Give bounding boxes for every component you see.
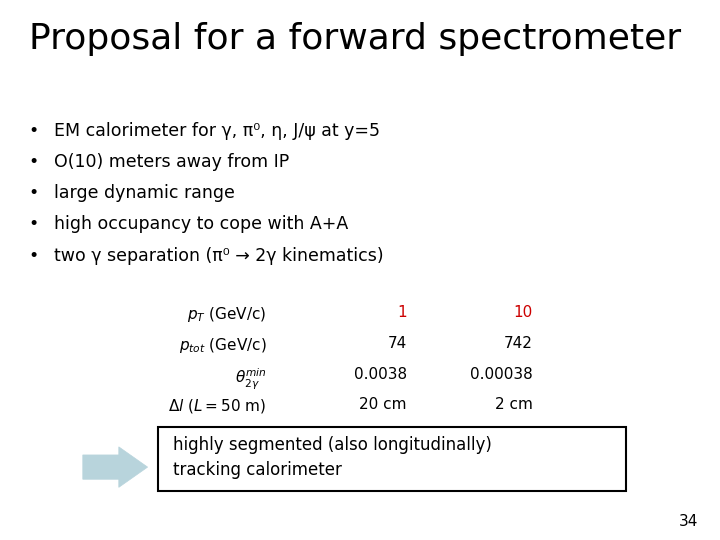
Text: 2 cm: 2 cm — [495, 397, 533, 413]
Text: 0.0038: 0.0038 — [354, 367, 407, 382]
Text: large dynamic range: large dynamic range — [54, 184, 235, 202]
Text: •: • — [29, 122, 39, 139]
Text: 742: 742 — [504, 336, 533, 351]
Text: $\Delta l$ ($L = 50$ m): $\Delta l$ ($L = 50$ m) — [168, 397, 266, 415]
Text: 0.00038: 0.00038 — [470, 367, 533, 382]
FancyArrow shape — [83, 447, 148, 487]
Text: high occupancy to cope with A+A: high occupancy to cope with A+A — [54, 215, 348, 233]
Text: $\theta_{2\gamma}^{min}$: $\theta_{2\gamma}^{min}$ — [235, 367, 266, 392]
Text: $p_T$ (GeV/c): $p_T$ (GeV/c) — [187, 305, 266, 324]
FancyBboxPatch shape — [158, 427, 626, 491]
Text: 20 cm: 20 cm — [359, 397, 407, 413]
Text: •: • — [29, 215, 39, 233]
Text: •: • — [29, 184, 39, 202]
Text: 1: 1 — [397, 305, 407, 320]
Text: O(10) meters away from IP: O(10) meters away from IP — [54, 153, 289, 171]
Text: 74: 74 — [387, 336, 407, 351]
Text: •: • — [29, 247, 39, 265]
Text: 10: 10 — [513, 305, 533, 320]
Text: highly segmented (also longitudinally)
tracking calorimeter: highly segmented (also longitudinally) t… — [173, 436, 492, 479]
Text: two γ separation (π⁰ → 2γ kinematics): two γ separation (π⁰ → 2γ kinematics) — [54, 247, 384, 265]
Text: Proposal for a forward spectrometer: Proposal for a forward spectrometer — [29, 22, 681, 56]
Text: $p_{tot}$ (GeV/c): $p_{tot}$ (GeV/c) — [179, 336, 266, 355]
Text: 34: 34 — [679, 514, 698, 529]
Text: •: • — [29, 153, 39, 171]
Text: EM calorimeter for γ, π⁰, η, J/ψ at y=5: EM calorimeter for γ, π⁰, η, J/ψ at y=5 — [54, 122, 380, 139]
